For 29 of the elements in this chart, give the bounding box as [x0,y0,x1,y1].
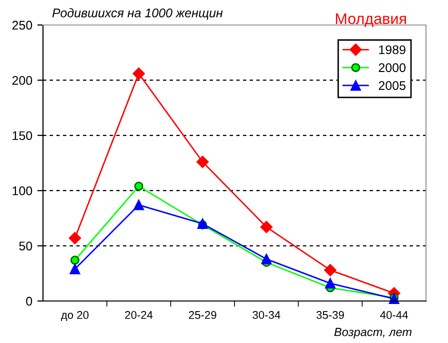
y-tick-label: 50 [19,242,32,250]
chart-title: Молдавия [336,13,406,27]
legend-label: 2005 [378,81,406,90]
y-tick-label: 100 [12,186,32,196]
point [134,200,144,210]
x-tick-label: до 20 [60,311,89,321]
legend-label: 1989 [379,45,406,54]
point [260,220,273,234]
y-tick-label: 250 [12,20,32,30]
point [68,232,82,244]
y-tick-label: 0 [26,296,32,306]
point [132,67,145,80]
x-tick-label: 30-34 [252,311,280,319]
point [261,254,272,264]
x-tick-label: 35-39 [316,311,344,319]
x-tick-label: 40-44 [380,311,408,319]
point [324,264,336,276]
y-tick-label: 150 [12,131,32,140]
point [134,182,144,191]
y-tick-label: 200 [12,76,32,85]
legend-label: 2000 [378,63,406,72]
point [70,256,80,265]
point [70,264,80,274]
point [196,156,209,168]
x-tick-label: 25-29 [188,311,216,319]
x-axis-title: Возраст, лет [334,328,412,339]
y-axis-title: Родившихся на 1000 женщин [52,8,223,20]
x-tick-label: 20-24 [125,311,153,319]
point [325,278,336,289]
